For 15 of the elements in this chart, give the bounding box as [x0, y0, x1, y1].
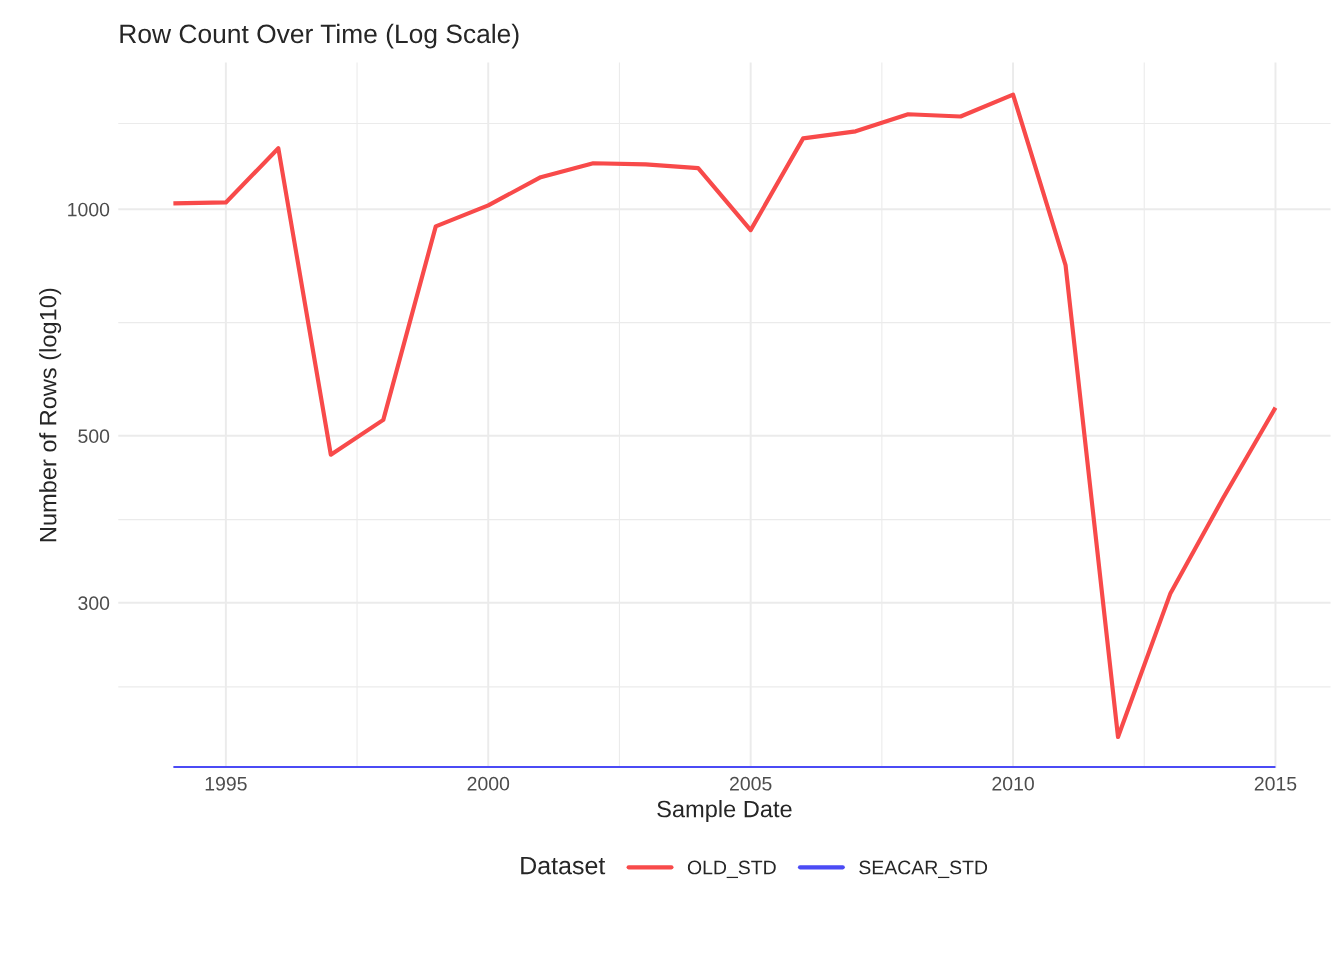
y-axis-title: Number of Rows (log10) [39, 288, 62, 542]
x-tick-label: 2000 [467, 776, 510, 791]
y-tick-label: 300 [78, 596, 110, 611]
x-tick-label: 2005 [730, 776, 772, 791]
x-tick-label: 1995 [205, 776, 247, 791]
legend-label: OLD_STD [687, 860, 776, 879]
legend-label: SEACAR_STD [859, 860, 988, 879]
legend-title: Dataset [521, 856, 606, 875]
x-tick-label: 2015 [1254, 776, 1297, 791]
y-tick-label: 500 [78, 429, 110, 444]
x-tick-label: 2010 [992, 776, 1034, 791]
x-axis-title: Sample Date [657, 800, 792, 823]
line-series [171, 92, 1278, 740]
chart-title: Row Count Over Time (Log Scale) [120, 23, 519, 49]
y-tick-label: 1000 [68, 202, 110, 217]
